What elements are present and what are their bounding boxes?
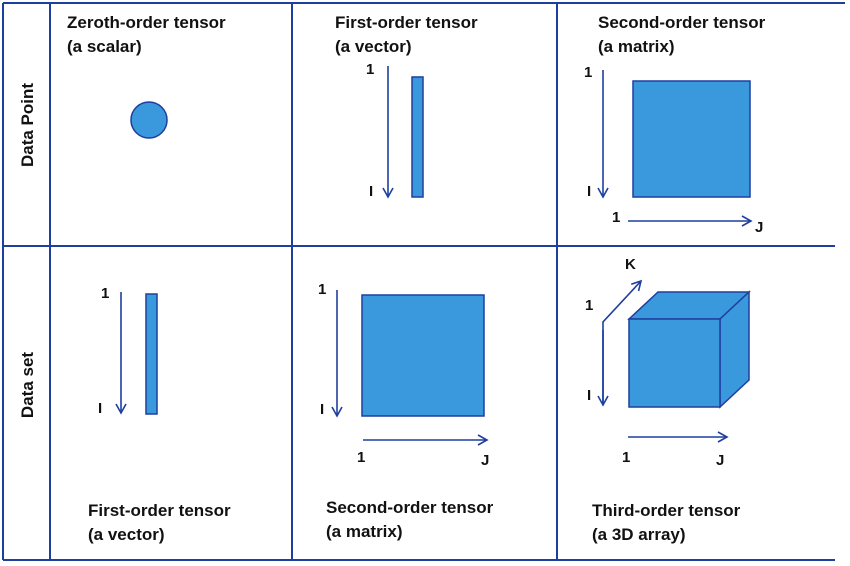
- array3d-i-start: 1: [585, 297, 593, 314]
- cell-array3d-set-title-line1: Third-order tensor: [592, 501, 741, 520]
- vector-point-bar: [411, 76, 424, 198]
- matrix-point-i-start: 1: [584, 64, 592, 81]
- row-label-data-set: Data set: [18, 352, 37, 418]
- cell-matrix-set-title-line2: (a matrix): [326, 522, 403, 541]
- vector-set-axis-end: I: [98, 400, 102, 417]
- matrix-set-i-end: I: [320, 401, 324, 418]
- cell-vector-point-title-line2: (a vector): [335, 37, 412, 56]
- matrix-point-block: [632, 80, 751, 198]
- matrix-point-j-start: 1: [612, 209, 620, 226]
- cell-scalar-title-line2: (a scalar): [67, 37, 142, 56]
- scalar-dot: [130, 101, 168, 139]
- vector-set-axis-start: 1: [101, 285, 109, 302]
- cell-matrix-set: 1 I 1 J Second-order tensor (a matrix): [318, 281, 494, 541]
- matrix-point-i-end: I: [587, 183, 591, 200]
- matrix-point-j-end: J: [755, 219, 763, 236]
- cell-scalar-title-line1: Zeroth-order tensor: [67, 13, 226, 32]
- cell-vector-set-title-line1: First-order tensor: [88, 501, 231, 520]
- cell-matrix-point-title-line2: (a matrix): [598, 37, 675, 56]
- vector-point-axis-end: I: [369, 183, 373, 200]
- vector-set-bar: [145, 293, 158, 415]
- cell-array3d-set-title-line2: (a 3D array): [592, 525, 686, 544]
- cell-matrix-point-title-line1: Second-order tensor: [598, 13, 766, 32]
- array3d-cube-front: [628, 318, 721, 408]
- cell-vector-point-title-line1: First-order tensor: [335, 13, 478, 32]
- array3d-j-end: J: [716, 452, 724, 469]
- array3d-j-start: 1: [622, 449, 630, 466]
- cell-vector-point: First-order tensor (a vector) 1 I: [335, 13, 478, 200]
- matrix-set-j-start: 1: [357, 449, 365, 466]
- cell-vector-set-title-line2: (a vector): [88, 525, 165, 544]
- matrix-set-j-end: J: [481, 452, 489, 469]
- array3d-i-end: I: [587, 387, 591, 404]
- matrix-set-i-start: 1: [318, 281, 326, 298]
- table-grid: [2, 2, 845, 561]
- array3d-k-end: K: [625, 256, 636, 273]
- cell-array3d-set: K 1 I 1 J Third-order tensor (a 3D array…: [585, 256, 751, 544]
- cell-matrix-set-title-line1: Second-order tensor: [326, 498, 494, 517]
- matrix-set-block: [361, 294, 485, 417]
- cell-scalar: Zeroth-order tensor (a scalar): [67, 13, 226, 139]
- row-label-data-point: Data Point: [18, 83, 37, 167]
- cell-vector-set: 1 I First-order tensor (a vector): [88, 285, 231, 544]
- vector-point-axis-start: 1: [366, 61, 374, 78]
- cell-matrix-point: Second-order tensor (a matrix) 1 I 1 J: [584, 13, 766, 236]
